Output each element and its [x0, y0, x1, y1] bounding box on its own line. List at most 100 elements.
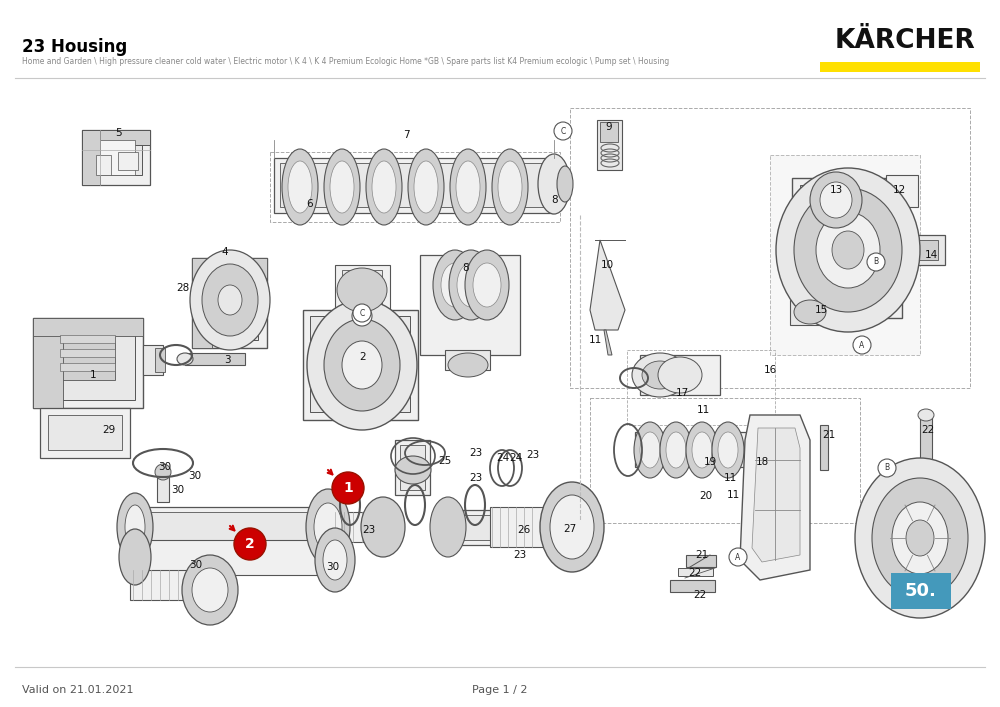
- Bar: [33, 318, 143, 336]
- Ellipse shape: [307, 300, 417, 430]
- Circle shape: [234, 528, 266, 560]
- Polygon shape: [604, 330, 612, 355]
- Bar: [820, 425, 828, 470]
- Bar: [82, 130, 150, 145]
- Bar: [335, 265, 390, 313]
- Text: 10: 10: [600, 260, 614, 270]
- Bar: [912, 240, 938, 260]
- Text: C: C: [359, 311, 365, 321]
- Circle shape: [352, 306, 372, 326]
- Bar: [820, 62, 980, 72]
- Bar: [90, 145, 142, 175]
- Text: 11: 11: [723, 473, 737, 483]
- Text: 23 Housing: 23 Housing: [22, 38, 127, 56]
- Bar: [130, 570, 210, 600]
- Bar: [420, 255, 520, 355]
- Ellipse shape: [177, 353, 193, 365]
- Bar: [905, 235, 945, 265]
- Circle shape: [867, 253, 885, 271]
- Ellipse shape: [218, 285, 242, 315]
- Bar: [445, 510, 575, 545]
- Ellipse shape: [640, 432, 660, 468]
- Text: 23: 23: [526, 450, 540, 460]
- Ellipse shape: [125, 505, 145, 549]
- Bar: [192, 258, 267, 278]
- Text: C: C: [560, 127, 566, 136]
- Bar: [274, 158, 554, 213]
- Ellipse shape: [190, 250, 270, 350]
- Ellipse shape: [395, 456, 431, 484]
- Text: 24: 24: [496, 453, 510, 463]
- Text: 25: 25: [438, 456, 452, 466]
- Bar: [395, 440, 430, 495]
- Circle shape: [353, 304, 371, 322]
- Circle shape: [332, 472, 364, 504]
- Ellipse shape: [288, 161, 312, 213]
- Bar: [60, 363, 115, 371]
- Text: 12: 12: [892, 185, 906, 195]
- Text: 22: 22: [688, 568, 702, 578]
- Polygon shape: [590, 240, 625, 330]
- Text: 15: 15: [814, 305, 828, 315]
- Bar: [200, 266, 258, 340]
- Ellipse shape: [323, 540, 347, 580]
- Polygon shape: [752, 428, 800, 562]
- Text: 11: 11: [726, 490, 740, 500]
- Ellipse shape: [441, 263, 469, 307]
- Bar: [886, 175, 918, 207]
- Text: 30: 30: [326, 562, 340, 572]
- Bar: [48, 415, 122, 450]
- Text: 23: 23: [469, 448, 483, 458]
- Text: 29: 29: [102, 425, 116, 435]
- Bar: [135, 512, 325, 542]
- Bar: [310, 316, 410, 412]
- Bar: [303, 310, 418, 420]
- Ellipse shape: [892, 502, 948, 574]
- Bar: [770, 155, 920, 355]
- Bar: [635, 432, 765, 467]
- Ellipse shape: [324, 319, 400, 411]
- Ellipse shape: [660, 422, 692, 478]
- Bar: [60, 335, 115, 343]
- FancyBboxPatch shape: [891, 573, 951, 609]
- Bar: [920, 415, 932, 470]
- Text: 17: 17: [675, 388, 689, 398]
- Bar: [96, 155, 111, 175]
- Ellipse shape: [810, 172, 862, 228]
- Ellipse shape: [342, 341, 382, 389]
- Ellipse shape: [632, 353, 688, 397]
- Text: 11: 11: [588, 335, 602, 345]
- Bar: [400, 445, 425, 490]
- Ellipse shape: [315, 528, 355, 592]
- Bar: [600, 122, 618, 142]
- Text: 6: 6: [307, 199, 313, 209]
- Ellipse shape: [692, 432, 712, 468]
- Ellipse shape: [776, 168, 920, 332]
- Bar: [570, 108, 970, 388]
- Text: 22: 22: [921, 425, 935, 435]
- Ellipse shape: [192, 568, 228, 612]
- Ellipse shape: [366, 149, 402, 225]
- Bar: [82, 130, 150, 185]
- Bar: [342, 270, 382, 308]
- Bar: [640, 355, 720, 395]
- Ellipse shape: [712, 422, 744, 478]
- Ellipse shape: [337, 268, 387, 312]
- Text: 20: 20: [699, 491, 713, 501]
- Ellipse shape: [540, 482, 604, 572]
- Text: 11: 11: [696, 405, 710, 415]
- Ellipse shape: [642, 361, 678, 389]
- Ellipse shape: [306, 489, 350, 565]
- Text: 28: 28: [176, 283, 190, 293]
- Ellipse shape: [686, 422, 718, 478]
- Text: 2: 2: [245, 537, 255, 551]
- Ellipse shape: [718, 432, 738, 468]
- Bar: [270, 152, 560, 222]
- Ellipse shape: [456, 161, 480, 213]
- Bar: [33, 318, 143, 408]
- Ellipse shape: [433, 250, 477, 320]
- Ellipse shape: [117, 493, 153, 561]
- Ellipse shape: [832, 231, 864, 269]
- Bar: [60, 330, 115, 380]
- Text: 1: 1: [343, 481, 353, 495]
